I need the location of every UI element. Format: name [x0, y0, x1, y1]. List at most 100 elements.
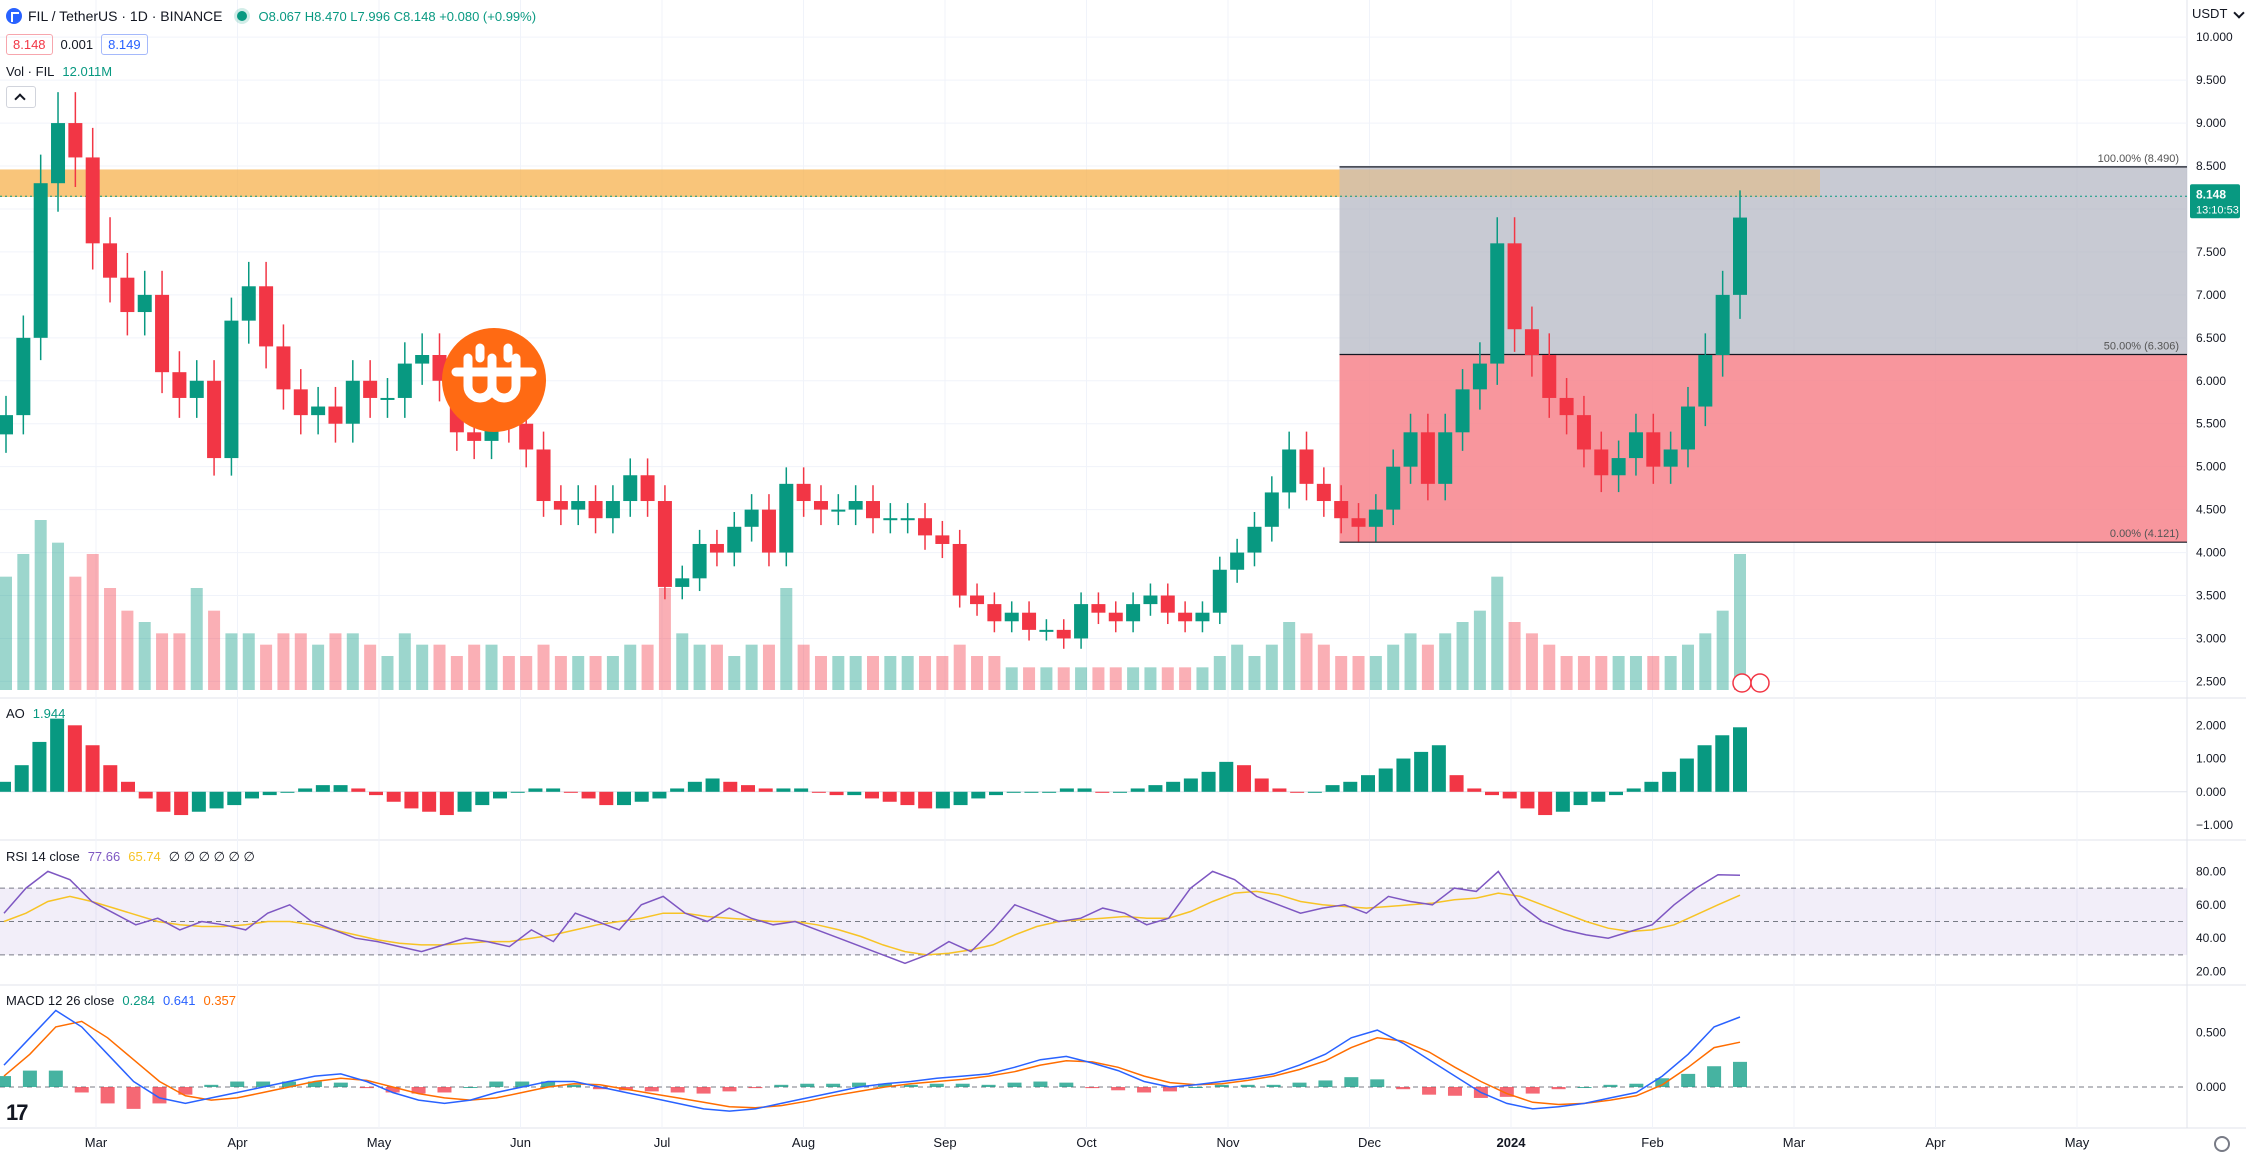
candle-body [293, 389, 308, 416]
tv-brand-icon [6, 8, 22, 24]
price-axis-label: 3.000 [2196, 631, 2226, 645]
volume-bar [416, 644, 429, 690]
candle-body [1733, 217, 1747, 295]
volume-bar [1387, 644, 1400, 690]
candle-body [241, 286, 256, 321]
candle-body [1507, 243, 1522, 330]
ao-histogram-bar [1201, 771, 1216, 792]
watermark-logo [442, 328, 546, 432]
rsi-legend[interactable]: RSI 14 close 77.66 65.74 ∅ ∅ ∅ ∅ ∅ ∅ [6, 849, 255, 865]
ao-histogram-bar [617, 791, 631, 806]
macd-histogram-bar [1344, 1077, 1359, 1088]
candle-body [1524, 329, 1539, 355]
volume-bar [1664, 656, 1677, 690]
candle-body [657, 501, 672, 587]
ao-histogram-bar [156, 791, 171, 812]
candle-body [328, 406, 343, 424]
time-axis-label: May [367, 1135, 392, 1150]
volume-bar [294, 633, 307, 690]
candle-body [761, 509, 776, 553]
time-axis-label: Mar [1783, 1135, 1806, 1150]
volume-bar [1543, 644, 1556, 690]
ask-button[interactable]: 8.149 [101, 34, 148, 55]
candle-body [1628, 432, 1643, 459]
rsi-line [3, 870, 1741, 965]
ao-histogram-bar [1679, 758, 1694, 792]
macd-histogram-bar [1577, 1087, 1592, 1089]
macd-histogram-bar [1240, 1084, 1255, 1088]
candle-body [467, 432, 482, 441]
macd-histogram-bar [282, 1081, 297, 1088]
volume-bar [641, 644, 654, 690]
currency-selector[interactable]: USDT [2192, 6, 2228, 21]
ao-histogram-bar [1024, 791, 1039, 793]
candle-body [1334, 501, 1349, 519]
ao-histogram-bar [280, 791, 295, 793]
ao-histogram-bar [989, 791, 1003, 796]
ao-histogram-bar [741, 785, 755, 792]
candle-body [1403, 432, 1418, 467]
volume-bar [797, 644, 810, 690]
ao-histogram-bar [1662, 771, 1677, 792]
volume-bar [1456, 622, 1469, 690]
ao-legend[interactable]: AO 1.944 [6, 706, 65, 721]
macd-histogram-bar [22, 1070, 37, 1088]
ao-histogram-bar [723, 781, 738, 792]
candle-body [831, 509, 846, 512]
volume-bar [1629, 656, 1642, 690]
ao-histogram-bar [1183, 778, 1198, 792]
macd-histogram-bar [1707, 1066, 1722, 1088]
collapse-legend-button[interactable] [6, 86, 36, 108]
rsi-ma-line [3, 890, 1741, 956]
macd-histogram-bar [307, 1081, 322, 1088]
candle-body [1715, 294, 1730, 355]
candle-body [276, 346, 291, 390]
macd-legend[interactable]: MACD 12 26 close 0.284 0.641 0.357 [6, 993, 236, 1008]
ao-histogram-bar [1077, 788, 1092, 792]
ao-histogram-bar [599, 791, 614, 806]
volume-bar [1109, 667, 1122, 690]
candle-body [1212, 569, 1227, 613]
volume-bar [346, 633, 359, 690]
ao-histogram-bar [794, 788, 809, 792]
volume-legend[interactable]: Vol · FIL 12.011M [6, 64, 112, 79]
candle-body [1074, 604, 1089, 639]
candle-body [952, 543, 967, 596]
ao-histogram-bar [1697, 745, 1712, 792]
candle-body [1108, 612, 1123, 622]
macd-histogram-bar [1188, 1087, 1203, 1089]
candle-body [85, 157, 100, 244]
volume-bar [1265, 644, 1278, 690]
ao-histogram-bar [776, 788, 791, 792]
candle-body [207, 380, 222, 459]
volume-bar [1248, 656, 1261, 690]
bid-button[interactable]: 8.148 [6, 34, 53, 55]
ao-histogram-bar [1520, 791, 1535, 809]
volume-bar [780, 588, 793, 690]
gear-icon[interactable] [2214, 1136, 2230, 1152]
volume-bar [1491, 576, 1504, 690]
ao-histogram-bar [262, 791, 277, 796]
candle-body [1611, 458, 1626, 476]
volume-bar [398, 633, 411, 690]
volume-bar [277, 633, 290, 690]
volume-bar [1612, 656, 1625, 690]
volume-legend-value: 12.011M [62, 64, 113, 79]
volume-bar [34, 520, 47, 690]
volume-bar [121, 610, 134, 690]
rsi-axis-label: 40.00 [2196, 931, 2226, 945]
candle-body [1126, 604, 1141, 622]
volume-bar [1213, 656, 1226, 690]
ao-histogram-bar [422, 791, 437, 812]
volume-bar [1508, 622, 1521, 690]
resistance-zone-overlap [1339, 169, 1820, 197]
volume-bar [17, 554, 30, 690]
symbol-title[interactable]: FIL / TetherUS · 1D · BINANCE [28, 8, 223, 24]
ao-histogram-bar [174, 791, 189, 816]
volume-bar [1300, 633, 1313, 690]
volume-bar [485, 644, 498, 690]
ao-histogram-bar [1219, 761, 1234, 792]
volume-bar [52, 542, 65, 690]
candle-body [848, 501, 863, 510]
